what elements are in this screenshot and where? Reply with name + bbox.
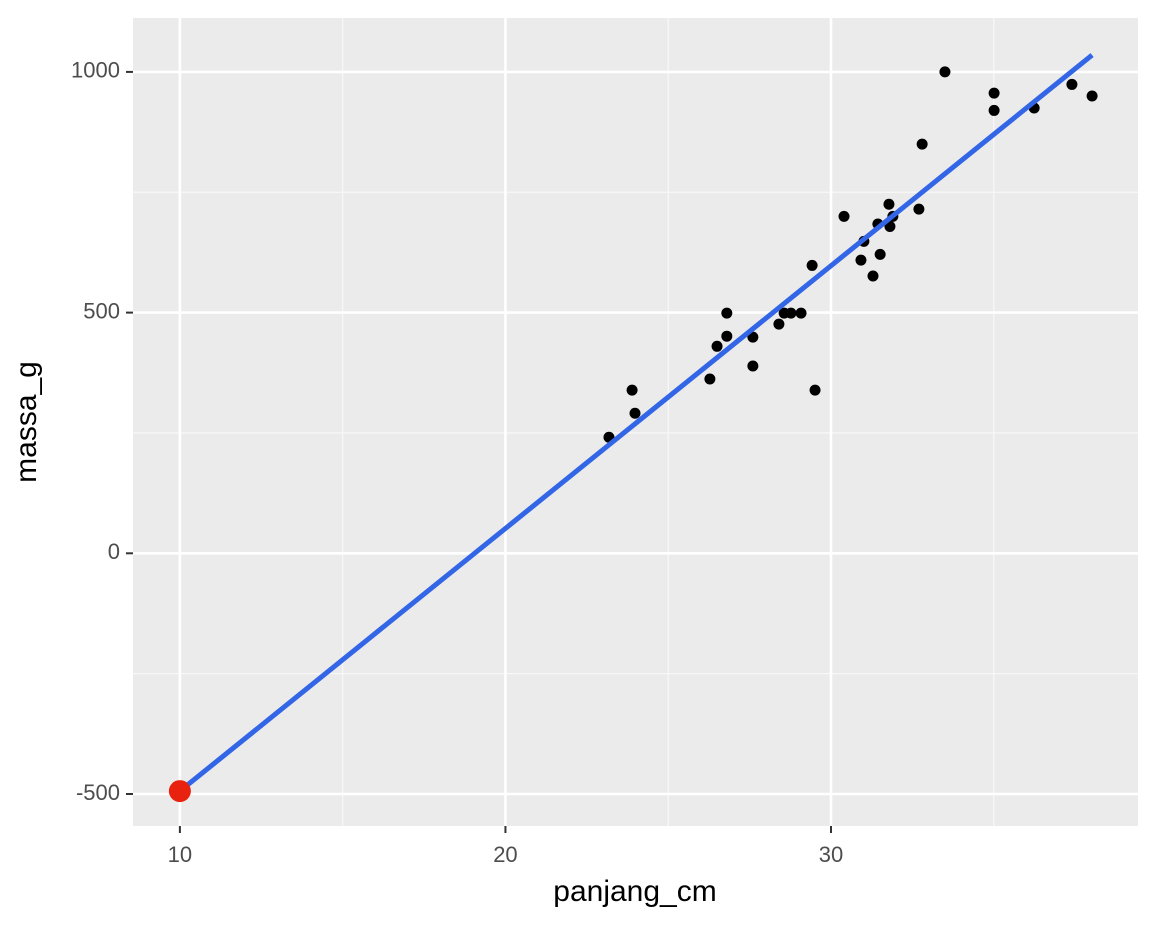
point <box>747 360 759 372</box>
point <box>867 270 879 282</box>
point <box>1086 90 1098 102</box>
point <box>704 373 716 385</box>
fit-line <box>178 53 1094 794</box>
point <box>916 138 928 150</box>
x-tick-label: 30 <box>819 842 843 867</box>
point <box>795 307 807 319</box>
point <box>168 780 191 803</box>
y-tick-label: -500 <box>76 780 120 805</box>
point <box>809 384 821 396</box>
x-tick-label: 10 <box>168 842 192 867</box>
point <box>785 307 797 319</box>
point <box>773 318 785 330</box>
y-tick-label: 0 <box>108 539 120 564</box>
point <box>988 104 1000 116</box>
point <box>721 307 733 319</box>
point <box>939 66 951 78</box>
point <box>629 407 641 419</box>
point <box>806 259 818 271</box>
point <box>1066 78 1078 90</box>
point <box>883 198 895 210</box>
point <box>711 340 723 352</box>
point <box>988 87 1000 99</box>
point <box>913 203 925 215</box>
point <box>626 384 638 396</box>
point <box>838 210 850 222</box>
y-tick-label: 500 <box>83 298 120 323</box>
point <box>855 254 867 266</box>
point <box>874 248 886 260</box>
point <box>884 220 896 232</box>
y-tick-label: 1000 <box>71 58 120 83</box>
point <box>747 331 759 343</box>
x-axis-title: panjang_cm <box>553 875 716 908</box>
point <box>721 330 733 342</box>
x-tick-label: 20 <box>493 842 517 867</box>
y-axis-title: massa_g <box>10 361 43 483</box>
